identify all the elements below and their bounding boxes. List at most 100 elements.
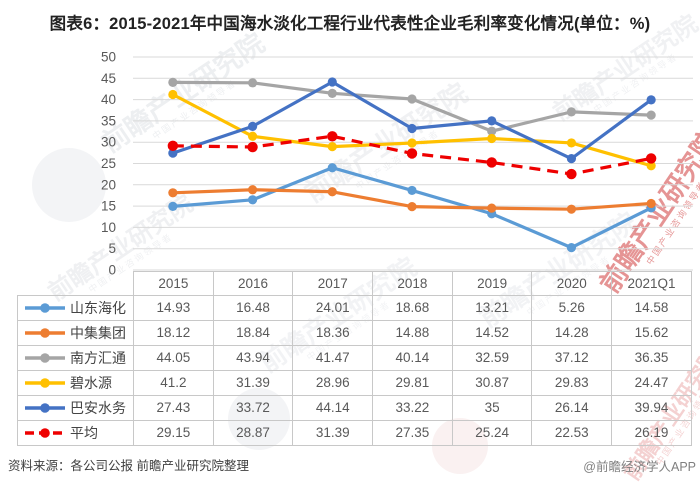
series-marker-3 [646, 161, 656, 171]
series-marker-5 [406, 148, 418, 159]
series-marker-1 [327, 187, 337, 197]
value-cell: 44.14 [292, 395, 374, 421]
series-marker-2 [487, 126, 497, 136]
y-axis-label: 35 [101, 113, 116, 128]
table-header-row: 2015 2016 2017 2018 2019 2020 2021Q1 [18, 271, 692, 296]
y-axis-label: 30 [101, 135, 116, 150]
series-marker-0 [327, 163, 337, 173]
value-cell: 33.72 [212, 395, 294, 421]
y-axis-label: 5 [108, 241, 116, 256]
value-cell: 18.68 [372, 295, 453, 321]
value-cell: 29.15 [133, 420, 214, 446]
series-marker-4 [247, 121, 258, 131]
series-marker-0 [407, 185, 417, 196]
series-marker-2 [407, 94, 417, 104]
source-note: 资料来源：各公司公报 前瞻产业研究院整理 [8, 459, 249, 473]
value-cell: 22.53 [531, 420, 613, 446]
year-header: 2015 [133, 271, 214, 296]
value-cell: 14.52 [451, 320, 533, 346]
value-cell: 29.83 [531, 370, 613, 396]
series-marker-3 [247, 131, 258, 141]
series-marker-2 [566, 107, 577, 117]
value-cell: 35 [451, 395, 533, 421]
series-marker-4 [487, 116, 497, 126]
table-corner-cell [18, 272, 134, 296]
value-cell: 36.35 [611, 345, 692, 371]
value-cell: 27.35 [372, 420, 453, 446]
value-cell: 44.05 [133, 345, 214, 371]
series-marker-5 [645, 153, 657, 164]
legend-label: 中集集团 [70, 325, 126, 341]
y-axis-label: 15 [101, 199, 116, 214]
value-cell: 26.19 [611, 420, 692, 446]
series-marker-4 [407, 123, 417, 134]
table-row: 碧水源 41.2 31.39 28.96 29.81 30.87 29.83 24.47 [17, 370, 692, 396]
series-marker-3 [168, 89, 178, 100]
series-line-2 [171, 80, 653, 133]
value-cell: 41.2 [133, 370, 214, 396]
table-row: 山东海化 14.93 16.48 24.01 18.68 13.21 5.26 14.58 [17, 295, 692, 321]
series-marker-3 [407, 138, 417, 148]
year-header: 2019 [451, 271, 533, 296]
legend-label: 平均 [70, 425, 98, 441]
value-cell: 31.39 [212, 370, 294, 396]
value-cell: 43.94 [212, 345, 294, 371]
series-marker-2 [247, 78, 258, 88]
value-cell: 39.94 [611, 395, 692, 421]
value-cell: 24.01 [292, 295, 374, 321]
series-marker-1 [168, 188, 178, 198]
legend-line-marker-icon [25, 353, 65, 363]
value-cell: 5.26 [531, 295, 613, 321]
legend-cell: 中集集团 [17, 320, 134, 346]
series-marker-0 [566, 242, 577, 253]
series-marker-1 [407, 202, 417, 212]
series-marker-3 [566, 138, 577, 148]
legend-label: 巴安水务 [70, 400, 126, 416]
series-marker-0 [247, 195, 258, 205]
series-marker-1 [646, 198, 656, 209]
series-marker-3 [487, 133, 497, 144]
table-row: 平均 29.15 28.87 31.39 27.35 25.24 22.53 26.19 [17, 420, 692, 446]
legend-line-marker-icon [25, 378, 65, 388]
legend-line-marker-icon [25, 403, 65, 413]
value-cell: 14.93 [133, 295, 214, 321]
series-marker-1 [566, 204, 577, 214]
series-marker-5 [167, 140, 179, 152]
legend-line-marker-icon [25, 303, 65, 313]
value-cell: 16.48 [212, 295, 294, 321]
value-cell: 27.43 [133, 395, 214, 421]
series-marker-4 [646, 95, 656, 105]
value-cell: 15.62 [611, 320, 692, 346]
series-marker-2 [646, 110, 656, 120]
value-cell: 14.88 [372, 320, 453, 346]
series-marker-5 [247, 141, 258, 153]
series-marker-1 [487, 203, 497, 213]
series-marker-3 [327, 142, 337, 152]
legend-cell: 平均 [17, 420, 134, 446]
year-header: 2017 [292, 271, 374, 296]
value-cell: 26.14 [531, 395, 613, 421]
chart-title: 图表6：2015-2021年中国海水淡化工程行业代表性企业毛利率变化情况(单位：… [49, 15, 651, 33]
y-axis-label: 25 [101, 156, 116, 171]
legend-label: 山东海化 [70, 300, 126, 316]
value-cell: 40.14 [372, 345, 453, 371]
y-axis-label: 45 [101, 71, 116, 86]
table-row: 南方汇通 44.05 43.94 41.47 40.14 32.59 37.12 36.35 [17, 345, 692, 371]
year-header: 2016 [212, 271, 294, 296]
legend-line-marker-icon [25, 428, 65, 438]
table-row: 中集集团 18.12 18.84 18.36 14.88 14.52 14.28 15.62 [17, 320, 692, 346]
series-marker-2 [327, 88, 337, 98]
value-cell: 14.58 [611, 295, 692, 321]
year-header: 2018 [372, 271, 453, 296]
y-axis-label: 20 [101, 177, 116, 192]
series-marker-5 [486, 157, 497, 168]
legend-cell: 南方汇通 [17, 345, 134, 371]
y-axis-label: 10 [101, 220, 116, 235]
credit-note: @前瞻经济学人APP [583, 460, 696, 474]
value-cell: 14.28 [531, 320, 613, 346]
legend-label: 南方汇通 [70, 350, 126, 366]
y-axis-label: 40 [101, 92, 116, 107]
table-row: 巴安水务 27.43 33.72 44.14 33.22 35 26.14 39.94 [17, 395, 692, 421]
series-marker-5 [327, 131, 338, 142]
series-marker-4 [168, 148, 178, 158]
